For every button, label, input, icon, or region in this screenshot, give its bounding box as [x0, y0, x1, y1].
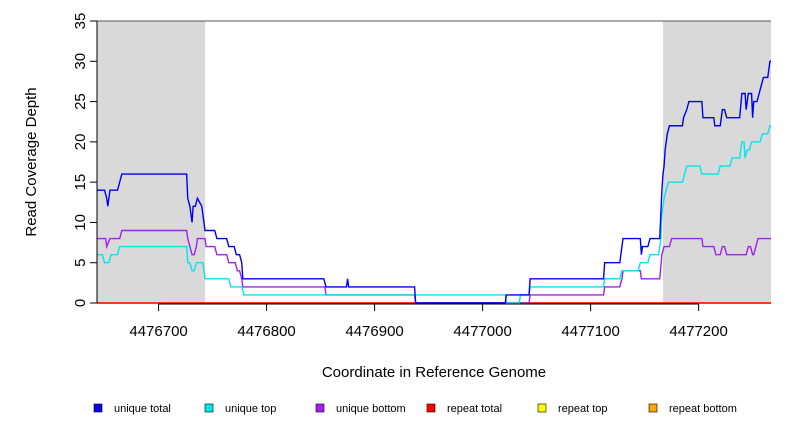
y-tick-label: 5 [72, 259, 89, 267]
axes: 0 5 10 15 20 25 30 35 4476700 4476800 4476900 44770… [72, 13, 771, 340]
legend-label-repeat-top: repeat top [558, 403, 608, 415]
x-tick-label: 4476700 [129, 323, 187, 340]
legend-swatch-unique-bottom [315, 403, 325, 413]
y-tick-label: 15 [72, 174, 89, 191]
shaded-regions [97, 21, 771, 303]
x-tick-label: 4477200 [669, 323, 727, 340]
legend-label-unique-top: unique top [225, 403, 276, 415]
legend-swatch-unique-total [93, 403, 103, 413]
x-axis-title: Coordinate in Reference Genome [322, 364, 546, 381]
x-tick-label: 4477100 [561, 323, 619, 340]
series-lines [97, 60, 771, 304]
series-line-unique-bottom [97, 229, 771, 304]
y-axis-title: Read Coverage Depth [23, 87, 40, 236]
y-tick-label: 25 [72, 93, 89, 110]
legend-label-repeat-total: repeat total [447, 403, 502, 415]
y-tick-label: 10 [72, 214, 89, 231]
y-tick-label: 35 [72, 13, 89, 30]
series-line-unique-total [97, 60, 771, 304]
legend-swatch-unique-top [204, 403, 214, 413]
legend-swatch-repeat-bottom [648, 403, 658, 413]
series-line-unique-top [97, 125, 771, 304]
shaded-region-1 [97, 21, 206, 303]
y-tick-label: 0 [72, 299, 89, 307]
y-tick-label: 20 [72, 134, 89, 151]
x-tick-label: 4476800 [237, 323, 295, 340]
x-tick-label: 4476900 [345, 323, 403, 340]
legend-label-unique-bottom: unique bottom [336, 403, 406, 415]
legend: unique total unique top unique bottom repea… [93, 403, 737, 415]
legend-swatch-repeat-total [426, 403, 436, 413]
legend-label-unique-total: unique total [114, 403, 171, 415]
legend-label-repeat-bottom: repeat bottom [669, 403, 737, 415]
y-tick-label: 30 [72, 53, 89, 70]
shaded-region-2 [662, 21, 771, 303]
x-tick-label: 4477000 [453, 323, 511, 340]
legend-swatch-repeat-top [537, 403, 547, 413]
